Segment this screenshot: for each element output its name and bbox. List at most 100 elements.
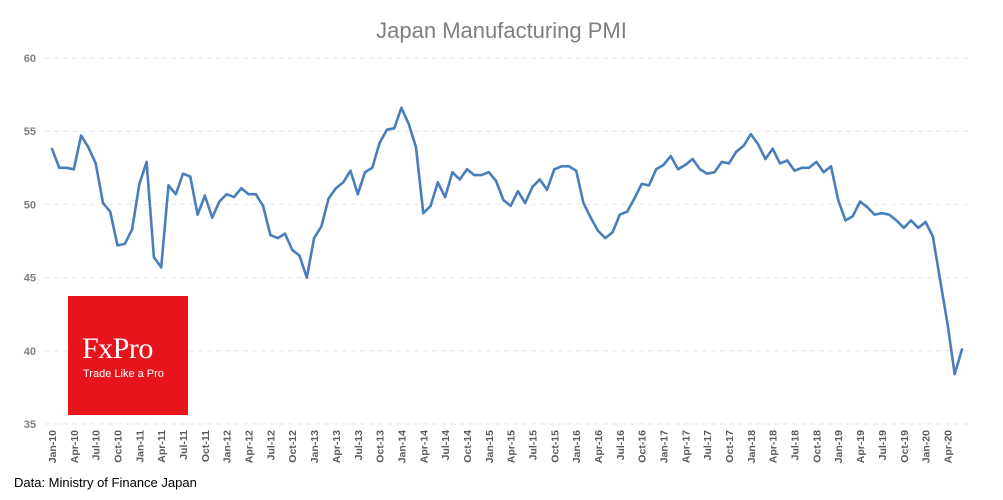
data-point [327,197,330,200]
data-point [706,172,709,175]
data-point [232,195,236,199]
y-tick-label: 50 [24,199,36,211]
data-point [647,184,651,187]
data-point [160,266,163,269]
data-point [50,147,54,150]
data-point [837,198,840,202]
x-tick-label: Jan-13 [309,430,321,463]
x-tick-label: Jul-18 [790,430,802,461]
data-point [130,228,134,231]
x-tick-label: Jul-16 [615,430,627,461]
data-point [531,185,534,189]
data-point [196,213,199,216]
data-point [888,213,891,216]
data-point [436,181,440,184]
data-point [604,236,607,240]
y-tick-label: 35 [24,419,36,431]
data-point [822,170,825,174]
x-tick-label: Apr-13 [331,430,343,463]
data-point [742,144,745,148]
data-point [342,181,345,184]
x-tick-label: Jan-19 [833,430,845,463]
data-point [174,192,177,196]
data-point [451,170,454,174]
data-point [349,169,352,172]
data-point [502,198,505,202]
data-point [356,192,359,196]
data-point [465,168,469,171]
data-point [181,172,185,175]
x-tick-label: Jul-19 [877,430,889,461]
y-tick-label: 45 [24,273,36,285]
data-point [713,170,716,174]
data-point [873,213,876,216]
x-tick-label: Oct-12 [287,430,299,463]
x-tick-label: Jan-10 [47,430,59,463]
data-point [618,213,622,216]
x-tick-label: Jul-14 [440,430,452,461]
data-source-note: Data: Ministry of Finance Japan [14,475,197,490]
data-point [152,255,156,259]
data-point [909,219,913,222]
data-point [283,232,287,235]
data-point [414,146,418,149]
data-point [815,160,818,164]
data-point [807,166,811,169]
data-point [880,211,884,215]
data-point [189,175,192,178]
data-point [291,248,294,251]
data-point [429,204,432,208]
y-tick-label: 55 [24,126,36,138]
data-point [320,225,323,228]
data-point [960,348,964,351]
x-tick-label: Jul-15 [527,430,539,461]
data-point [640,182,643,186]
logo-brand: FxPro [82,332,153,365]
data-point [101,201,105,205]
data-point [94,162,97,165]
x-tick-label: Jul-12 [265,430,277,461]
data-point [443,195,447,199]
data-point [669,154,672,158]
data-point [938,279,942,282]
data-point [567,165,571,168]
data-point [138,182,141,186]
x-tick-label: Oct-10 [113,430,125,463]
data-point [487,170,490,174]
data-point [87,146,90,149]
data-point [254,192,258,196]
x-tick-label: Jan-17 [659,430,671,463]
x-tick-label: Apr-14 [418,430,430,463]
x-tick-label: Apr-16 [593,430,605,463]
data-point [800,166,804,169]
data-point [524,201,527,205]
data-point [553,168,556,171]
data-point [378,141,381,145]
x-tick-label: Oct-15 [549,430,561,463]
data-point [676,168,680,171]
data-point [829,165,833,168]
x-tick-label: Oct-11 [200,430,212,462]
x-tick-label: Oct-16 [637,430,649,463]
data-point [58,166,61,169]
data-point [633,197,636,200]
data-point [611,231,614,234]
x-tick-label: Jul-10 [91,430,103,461]
data-point [261,204,265,208]
data-point [240,187,243,190]
x-tick-label: Oct-13 [375,430,387,463]
x-tick-label: Apr-20 [942,430,954,463]
data-point [720,160,723,164]
data-point [385,128,389,131]
x-tick-label: Jan-14 [396,430,408,463]
data-point [691,157,694,161]
data-point [516,190,520,193]
data-point [480,173,483,177]
data-point [400,106,403,109]
data-point [247,192,250,196]
fxpro-logo: FxPro Trade Like a Pro [68,296,188,415]
data-point [494,179,498,183]
data-point [334,187,338,190]
data-point [298,254,301,257]
data-point [458,178,461,181]
